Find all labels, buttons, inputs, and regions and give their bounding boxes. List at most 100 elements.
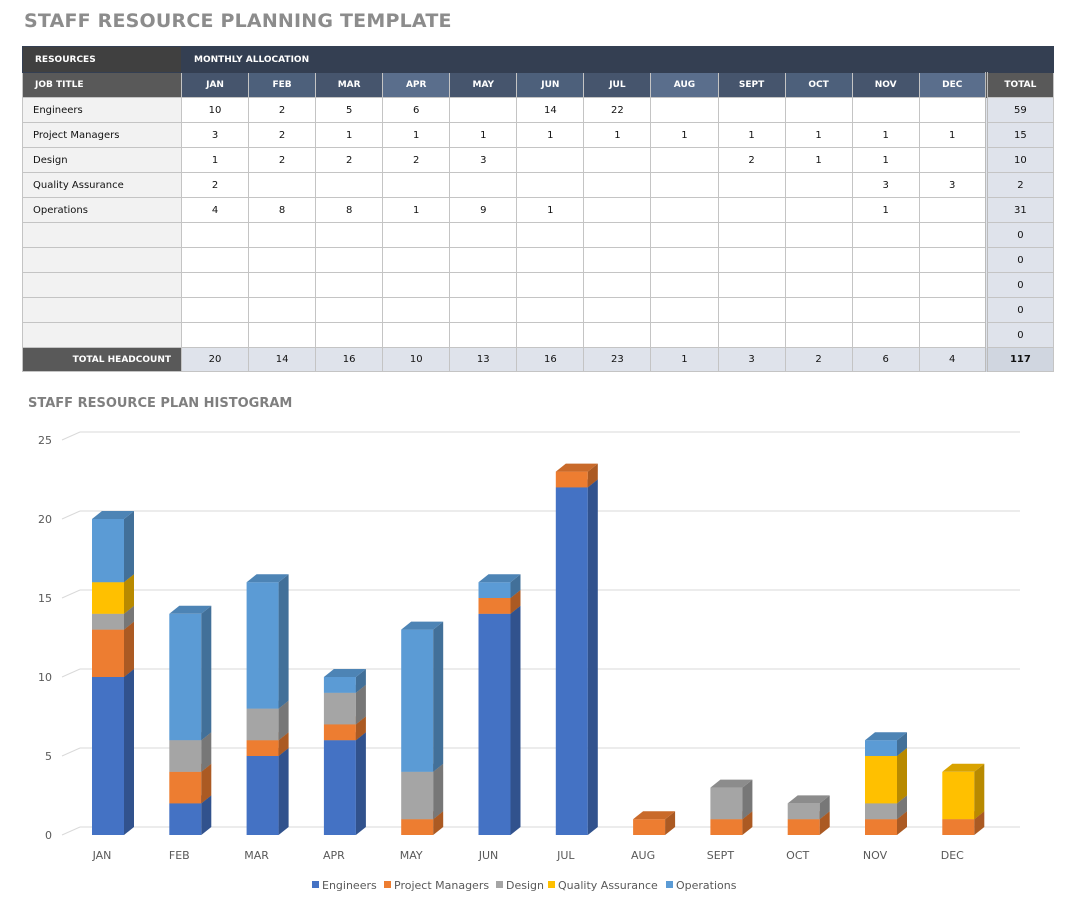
- allocation-cell[interactable]: [315, 297, 384, 323]
- allocation-cell[interactable]: [918, 222, 987, 248]
- allocation-cell[interactable]: [248, 272, 317, 298]
- allocation-cell[interactable]: [449, 297, 518, 323]
- allocation-cell[interactable]: [583, 322, 652, 348]
- allocation-cell[interactable]: [717, 97, 786, 123]
- allocation-cell[interactable]: [382, 272, 451, 298]
- allocation-cell[interactable]: [382, 172, 451, 198]
- allocation-cell[interactable]: [918, 147, 987, 173]
- allocation-cell[interactable]: [516, 247, 585, 273]
- allocation-cell[interactable]: [650, 147, 719, 173]
- allocation-cell[interactable]: [180, 272, 250, 298]
- allocation-cell[interactable]: [248, 172, 317, 198]
- job-title-cell[interactable]: Quality Assurance: [22, 172, 182, 198]
- allocation-cell[interactable]: 1: [180, 147, 250, 173]
- allocation-cell[interactable]: 2: [382, 147, 451, 173]
- allocation-cell[interactable]: [382, 322, 451, 348]
- allocation-cell[interactable]: [516, 222, 585, 248]
- bar-segment-design[interactable]: [710, 779, 753, 820]
- allocation-cell[interactable]: [784, 247, 853, 273]
- allocation-cell[interactable]: 2: [248, 122, 317, 148]
- allocation-cell[interactable]: 2: [248, 147, 317, 173]
- allocation-cell[interactable]: [717, 247, 786, 273]
- allocation-cell[interactable]: 3: [180, 122, 250, 148]
- allocation-cell[interactable]: [851, 222, 920, 248]
- job-title-cell[interactable]: Project Managers: [22, 122, 182, 148]
- allocation-cell[interactable]: [650, 322, 719, 348]
- bar-segment-operations[interactable]: [865, 732, 907, 756]
- allocation-cell[interactable]: [248, 247, 317, 273]
- allocation-cell[interactable]: 1: [650, 122, 719, 148]
- bar-segment-project-managers[interactable]: [555, 463, 598, 488]
- allocation-cell[interactable]: [583, 222, 652, 248]
- allocation-cell[interactable]: 1: [516, 197, 585, 223]
- allocation-cell[interactable]: [784, 222, 853, 248]
- allocation-cell[interactable]: 2: [180, 172, 250, 198]
- allocation-cell[interactable]: [382, 247, 451, 273]
- allocation-cell[interactable]: [717, 297, 786, 323]
- allocation-cell[interactable]: [650, 272, 719, 298]
- allocation-cell[interactable]: [851, 97, 920, 123]
- legend-item[interactable]: Project Managers: [384, 879, 489, 892]
- allocation-cell[interactable]: [851, 297, 920, 323]
- allocation-cell[interactable]: [516, 297, 585, 323]
- allocation-cell[interactable]: [382, 297, 451, 323]
- allocation-cell[interactable]: [315, 247, 384, 273]
- allocation-cell[interactable]: [449, 247, 518, 273]
- allocation-cell[interactable]: 1: [851, 147, 920, 173]
- allocation-cell[interactable]: [180, 322, 250, 348]
- allocation-cell[interactable]: [717, 322, 786, 348]
- allocation-cell[interactable]: [449, 322, 518, 348]
- allocation-cell[interactable]: [650, 222, 719, 248]
- allocation-cell[interactable]: [583, 272, 652, 298]
- job-title-cell[interactable]: [22, 222, 182, 248]
- allocation-cell[interactable]: [583, 147, 652, 173]
- allocation-cell[interactable]: 1: [315, 122, 384, 148]
- bar-segment-engineers[interactable]: [246, 748, 289, 835]
- allocation-cell[interactable]: 2: [717, 147, 786, 173]
- allocation-cell[interactable]: 4: [180, 197, 250, 223]
- allocation-cell[interactable]: 1: [583, 122, 652, 148]
- allocation-cell[interactable]: [650, 197, 719, 223]
- allocation-cell[interactable]: [784, 297, 853, 323]
- allocation-cell[interactable]: 1: [918, 122, 987, 148]
- allocation-cell[interactable]: [180, 247, 250, 273]
- bar-segment-operations[interactable]: [323, 669, 366, 693]
- allocation-cell[interactable]: [784, 272, 853, 298]
- job-title-cell[interactable]: [22, 297, 182, 323]
- allocation-cell[interactable]: 1: [382, 197, 451, 223]
- allocation-cell[interactable]: [717, 197, 786, 223]
- allocation-cell[interactable]: [248, 297, 317, 323]
- allocation-cell[interactable]: 1: [449, 122, 518, 148]
- allocation-cell[interactable]: [851, 322, 920, 348]
- allocation-cell[interactable]: 1: [851, 122, 920, 148]
- allocation-cell[interactable]: 8: [315, 197, 384, 223]
- bar-segment-engineers[interactable]: [555, 479, 598, 835]
- allocation-cell[interactable]: 3: [449, 147, 518, 173]
- allocation-cell[interactable]: [918, 272, 987, 298]
- allocation-cell[interactable]: 6: [382, 97, 451, 123]
- allocation-cell[interactable]: [717, 222, 786, 248]
- allocation-cell[interactable]: [516, 272, 585, 298]
- allocation-cell[interactable]: 9: [449, 197, 518, 223]
- allocation-cell[interactable]: [851, 247, 920, 273]
- allocation-cell[interactable]: [650, 247, 719, 273]
- allocation-cell[interactable]: [449, 272, 518, 298]
- allocation-cell[interactable]: [516, 147, 585, 173]
- legend-item[interactable]: Design: [496, 879, 544, 892]
- allocation-cell[interactable]: [382, 222, 451, 248]
- job-title-cell[interactable]: [22, 322, 182, 348]
- allocation-cell[interactable]: [315, 272, 384, 298]
- allocation-cell[interactable]: [784, 197, 853, 223]
- allocation-cell[interactable]: [717, 272, 786, 298]
- allocation-cell[interactable]: [516, 322, 585, 348]
- bar-segment-operations[interactable]: [92, 511, 134, 583]
- bar-segment-operations[interactable]: [478, 574, 521, 598]
- allocation-cell[interactable]: 1: [784, 122, 853, 148]
- allocation-cell[interactable]: 3: [918, 172, 987, 198]
- bar-segment-operations[interactable]: [246, 574, 289, 709]
- allocation-cell[interactable]: 1: [784, 147, 853, 173]
- allocation-cell[interactable]: [650, 172, 719, 198]
- allocation-cell[interactable]: 2: [315, 147, 384, 173]
- allocation-cell[interactable]: [315, 222, 384, 248]
- allocation-cell[interactable]: 1: [717, 122, 786, 148]
